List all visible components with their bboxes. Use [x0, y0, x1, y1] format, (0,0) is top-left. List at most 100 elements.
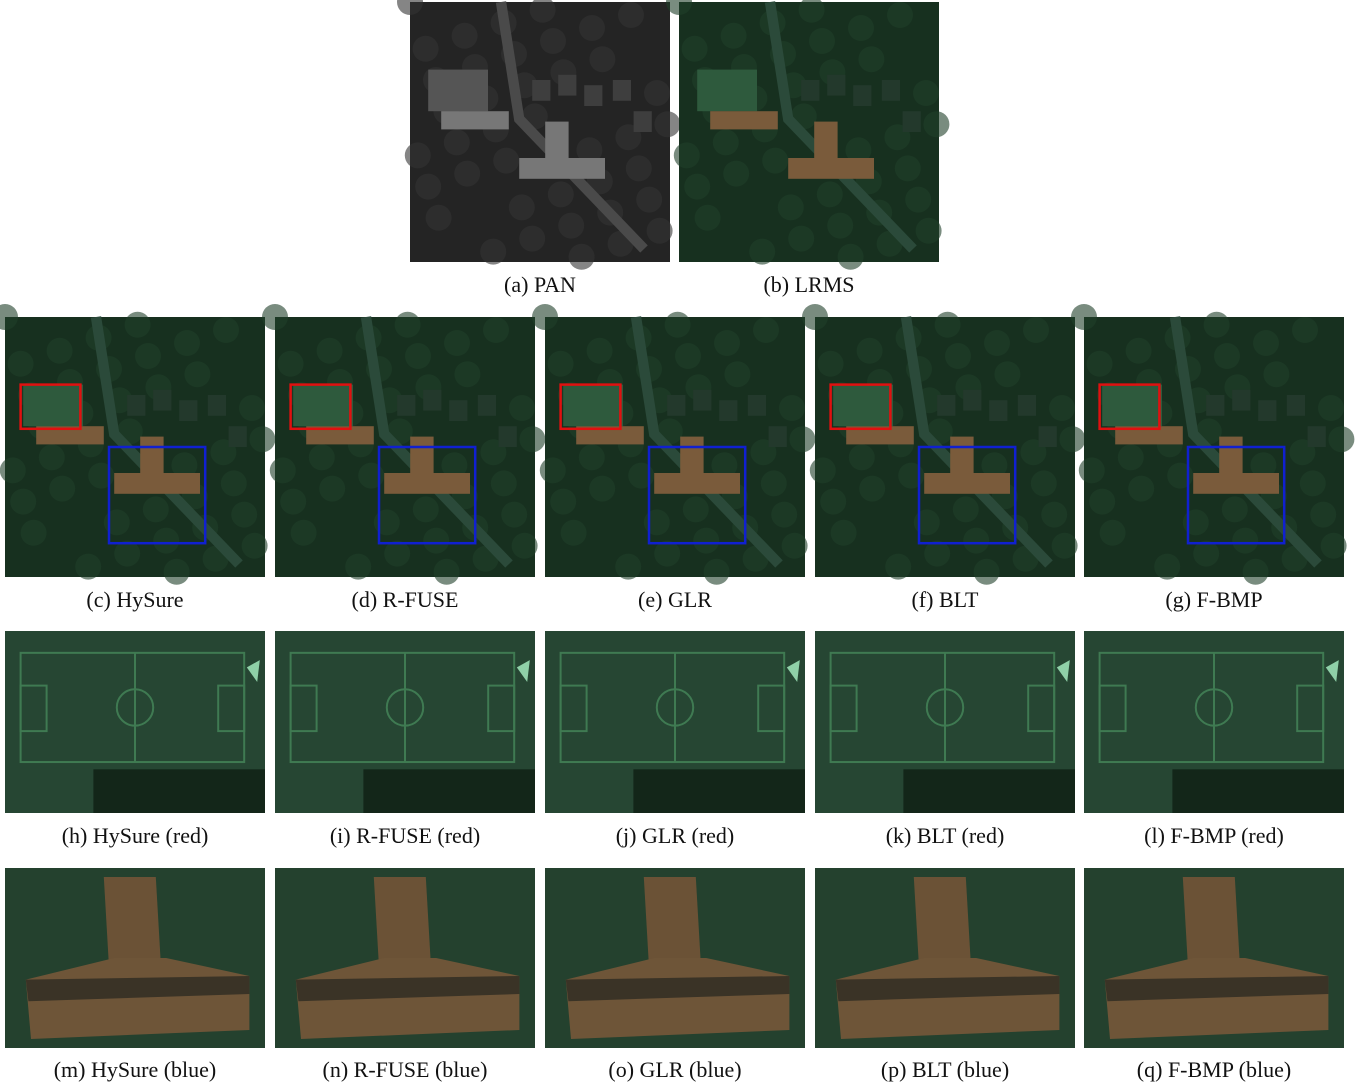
tree	[666, 0, 692, 15]
roof	[680, 436, 704, 479]
house	[423, 389, 442, 411]
tree	[280, 488, 307, 515]
house	[1307, 426, 1326, 447]
roof-shade	[565, 976, 790, 1002]
tree	[646, 217, 673, 244]
field	[1102, 384, 1162, 427]
panel	[275, 631, 535, 813]
panel	[815, 631, 1075, 813]
tree	[973, 558, 1000, 585]
tree	[1328, 426, 1355, 453]
tree	[560, 519, 587, 546]
tree	[644, 80, 670, 106]
roof	[545, 121, 569, 164]
caption: (c) HySure	[86, 587, 183, 612]
tree	[779, 395, 805, 421]
caption: (n) R-FUSE (blue)	[323, 1057, 488, 1082]
field-line	[115, 688, 155, 727]
roof	[1219, 436, 1243, 479]
tree	[88, 462, 115, 489]
roof	[950, 436, 974, 479]
field	[833, 384, 893, 427]
field-line	[1296, 684, 1325, 733]
tree	[578, 444, 605, 471]
tree	[262, 304, 288, 330]
tree	[636, 186, 663, 213]
house	[719, 400, 738, 421]
road	[630, 316, 783, 568]
field-line	[925, 688, 965, 727]
road	[900, 316, 1053, 568]
tree	[589, 475, 616, 502]
field-line	[757, 684, 786, 733]
caption: (k) BLT (red)	[886, 823, 1005, 848]
tree	[1292, 317, 1318, 343]
tree	[762, 147, 789, 174]
roof-shade	[1104, 976, 1329, 1002]
tree	[163, 558, 190, 585]
tree	[781, 532, 808, 559]
tree	[493, 147, 520, 174]
tree	[1253, 330, 1279, 356]
tree	[550, 488, 577, 515]
tree	[579, 15, 605, 41]
tree	[898, 462, 925, 489]
field-line	[385, 688, 425, 727]
blue-box	[917, 445, 1017, 545]
tree	[1310, 501, 1337, 528]
road	[1169, 316, 1322, 568]
roof-shade	[25, 976, 250, 1002]
house	[827, 74, 846, 96]
building	[633, 769, 805, 813]
tree	[1214, 343, 1240, 369]
red-box	[19, 383, 82, 431]
field	[697, 69, 757, 112]
tree	[618, 2, 644, 28]
house	[937, 395, 956, 416]
house	[127, 395, 146, 416]
tree	[913, 509, 940, 536]
tree	[519, 225, 546, 252]
house	[633, 111, 652, 132]
building	[363, 769, 535, 813]
tree	[820, 488, 847, 515]
tree	[827, 212, 854, 239]
tree	[845, 137, 872, 164]
roof-shade	[835, 976, 1060, 1002]
caption: (p) BLT (blue)	[881, 1057, 1009, 1082]
house	[963, 389, 982, 411]
panel	[1071, 304, 1355, 585]
panel	[532, 304, 816, 585]
house	[558, 74, 577, 96]
roof	[788, 158, 874, 179]
house	[584, 85, 603, 106]
roof	[710, 111, 778, 130]
tree	[483, 317, 509, 343]
tree	[38, 444, 65, 471]
tree	[1154, 553, 1181, 580]
house	[1232, 389, 1251, 411]
caption: (h) HySure (red)	[62, 823, 209, 848]
tree	[508, 194, 535, 221]
caption: (j) GLR (red)	[616, 823, 735, 848]
roof	[576, 426, 644, 445]
roof	[1193, 473, 1279, 494]
roof	[814, 121, 838, 164]
house	[801, 80, 820, 101]
tree	[1250, 452, 1277, 479]
roof	[410, 436, 434, 479]
caption: (m) HySure (blue)	[54, 1057, 217, 1082]
tree	[952, 496, 979, 523]
tree	[856, 337, 883, 364]
tree	[319, 475, 346, 502]
tree	[848, 15, 874, 41]
panel	[5, 631, 266, 813]
tree	[673, 142, 700, 169]
tree	[373, 509, 400, 536]
caption: (b) LRMS	[763, 272, 854, 297]
roof-shade	[295, 976, 520, 1002]
tree	[771, 501, 798, 528]
house	[477, 395, 496, 416]
panel	[397, 0, 681, 270]
house	[449, 400, 468, 421]
